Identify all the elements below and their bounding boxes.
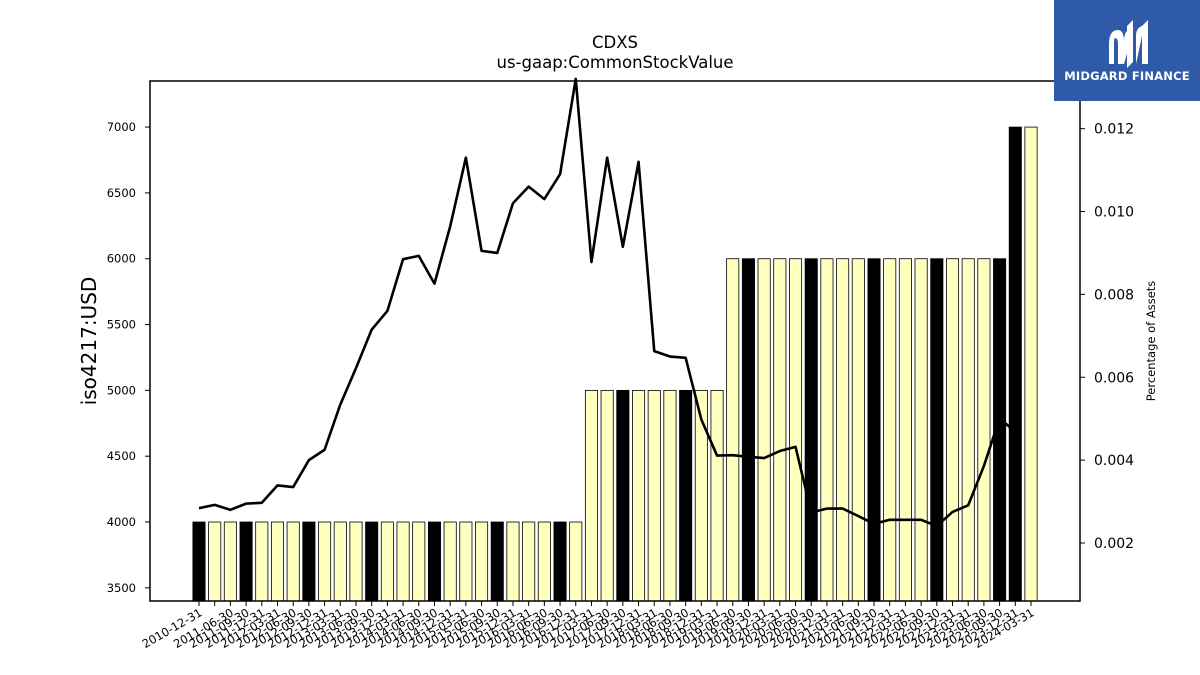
bar-2011-03-31 xyxy=(208,521,222,602)
y-tick-label: 5500 xyxy=(107,318,136,332)
bar-2010-12-31 xyxy=(192,521,206,602)
bar-2023-03-31 xyxy=(961,258,975,602)
bar-2014-03-31 xyxy=(396,521,410,602)
bar-2023-12-31 xyxy=(1008,126,1022,602)
y-tick-label: 4500 xyxy=(107,449,136,463)
bar-2018-06-30 xyxy=(663,389,677,602)
bar-2014-06-30 xyxy=(412,521,426,602)
bar-2012-03-31 xyxy=(270,521,285,602)
line-layer xyxy=(198,77,1017,528)
y-tick-label: 7000 xyxy=(107,120,136,134)
bar-2020-09-30 xyxy=(804,258,818,602)
plot-frame xyxy=(149,80,1081,602)
bar-2013-12-31 xyxy=(380,521,394,602)
bar-2017-06-30 xyxy=(600,389,614,602)
bar-2018-09-30 xyxy=(679,389,693,602)
bar-2011-12-31 xyxy=(255,521,269,602)
y-tick-label: 6500 xyxy=(107,186,136,200)
bar-2012-06-30 xyxy=(286,521,300,602)
bar-2017-12-31 xyxy=(632,389,646,602)
y2-tick-label: 0.012 xyxy=(1094,122,1134,138)
x-axis: 2010-12-312011-06-302011-09-302011-12-31… xyxy=(140,601,1037,651)
y2-axis-label: Percentage of Assets xyxy=(1144,281,1158,402)
bar-2011-06-30 xyxy=(223,521,237,602)
bar-2021-12-31 xyxy=(883,258,897,602)
y-axis-right: 0.002 0.004 0.006 0.008 0.010 0.012 xyxy=(1080,122,1134,552)
bar-2013-03-31 xyxy=(333,521,347,602)
y2-tick-label: 0.010 xyxy=(1094,205,1134,221)
bar-2024-03-31 xyxy=(1024,126,1038,602)
percentage-of-assets-line xyxy=(198,77,1017,528)
bar-2016-12-31 xyxy=(569,521,583,602)
bar-2015-03-31 xyxy=(459,521,473,602)
chart-subtitle: us-gaap:CommonStockValue xyxy=(496,53,733,72)
bar-2023-06-30 xyxy=(977,258,991,602)
bar-2013-09-30 xyxy=(365,521,379,602)
y-tick-label: 4000 xyxy=(107,515,136,529)
bar-2017-03-31 xyxy=(584,389,598,602)
bar-2011-09-30 xyxy=(239,521,253,602)
bar-2022-06-30 xyxy=(914,258,928,602)
bar-2020-03-31 xyxy=(773,258,787,602)
logo-text: MIDGARD FINANCE xyxy=(1064,69,1190,83)
bar-2015-09-30 xyxy=(490,521,504,602)
y-tick-label: 5000 xyxy=(107,383,136,397)
bar-2014-12-31 xyxy=(443,521,457,602)
midgard-finance-logo: MIDGARD FINANCE xyxy=(1054,0,1200,101)
bar-2019-03-31 xyxy=(710,389,724,602)
bar-2016-09-30 xyxy=(553,521,567,602)
bar-2018-03-31 xyxy=(647,389,661,602)
bar-2017-09-30 xyxy=(616,389,630,602)
y2-tick-label: 0.008 xyxy=(1094,287,1134,303)
bar-2012-12-31 xyxy=(318,521,332,602)
y2-tick-label: 0.002 xyxy=(1094,536,1134,552)
bar-2019-09-30 xyxy=(741,258,755,602)
bar-2022-03-31 xyxy=(898,258,912,602)
bar-2012-09-30 xyxy=(302,521,316,602)
bar-2016-06-30 xyxy=(537,521,551,602)
y-tick-label: 6000 xyxy=(107,252,136,266)
midgard-logo-icon xyxy=(1109,20,1148,68)
bar-2021-03-31 xyxy=(836,258,850,602)
y-axis-label: iso4217:USD xyxy=(77,277,101,406)
bar-2013-06-30 xyxy=(349,521,363,602)
bar-2015-12-31 xyxy=(506,521,520,602)
chart-title: CDXS xyxy=(592,33,638,52)
bar-2014-09-30 xyxy=(427,521,441,602)
bar-2019-12-31 xyxy=(757,258,771,602)
y-tick-label: 3500 xyxy=(107,581,136,595)
bar-2021-06-30 xyxy=(851,258,865,602)
bar-2021-09-30 xyxy=(867,258,881,602)
bar-2022-09-30 xyxy=(930,258,944,602)
y2-tick-label: 0.006 xyxy=(1094,370,1134,386)
bar-2022-12-31 xyxy=(945,258,960,602)
bar-2016-03-31 xyxy=(522,521,536,602)
bar-2020-06-30 xyxy=(789,258,803,602)
y-axis-left: 3500 4000 4500 5000 5500 6000 6500 7000 xyxy=(107,120,150,595)
y2-tick-label: 0.004 xyxy=(1094,453,1134,469)
bar-2020-12-31 xyxy=(820,258,834,602)
bar-2015-06-30 xyxy=(475,521,489,602)
bar-2019-06-30 xyxy=(726,258,740,602)
